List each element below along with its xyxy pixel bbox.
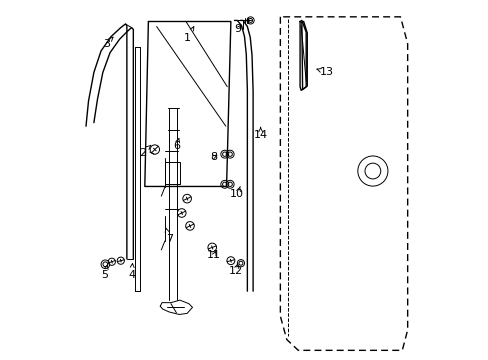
Text: 10: 10 xyxy=(230,186,244,199)
Text: 4: 4 xyxy=(128,264,135,280)
Text: 9: 9 xyxy=(234,24,241,35)
Text: 5: 5 xyxy=(101,265,108,280)
Text: 8: 8 xyxy=(210,152,217,162)
Text: 7: 7 xyxy=(165,228,172,244)
Text: 14: 14 xyxy=(253,127,267,140)
Text: 2: 2 xyxy=(139,145,150,158)
Text: 1: 1 xyxy=(183,27,193,43)
Text: 13: 13 xyxy=(316,67,333,77)
Text: 3: 3 xyxy=(103,37,113,49)
Text: 12: 12 xyxy=(228,264,242,276)
Text: 6: 6 xyxy=(173,138,180,151)
Text: 11: 11 xyxy=(206,250,221,260)
